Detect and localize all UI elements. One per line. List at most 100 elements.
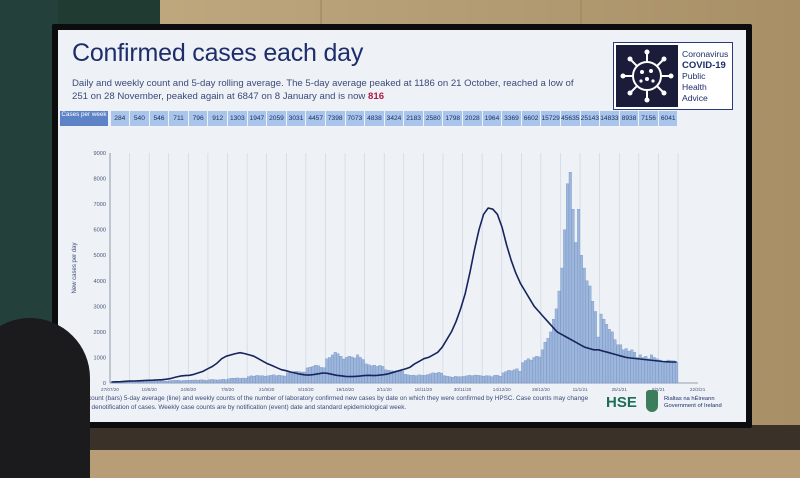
daily-bar bbox=[275, 375, 278, 384]
harp-icon bbox=[646, 390, 658, 412]
daily-bar bbox=[420, 375, 424, 384]
daily-bar bbox=[504, 371, 508, 384]
weekly-count-cell: 6041 bbox=[658, 111, 678, 126]
logo-line1: Coronavirus bbox=[682, 49, 729, 59]
daily-bar bbox=[263, 375, 267, 384]
daily-bar bbox=[470, 375, 474, 384]
daily-bar bbox=[493, 375, 497, 384]
daily-bar bbox=[610, 331, 614, 384]
logo-line2: COVID-19 bbox=[682, 60, 726, 71]
daily-bar bbox=[641, 357, 645, 384]
daily-bar bbox=[258, 375, 262, 384]
daily-bar bbox=[518, 371, 522, 384]
daily-bar bbox=[361, 359, 365, 384]
daily-bar bbox=[331, 354, 334, 384]
weekly-count-cell: 4838 bbox=[365, 111, 384, 126]
daily-bar bbox=[582, 267, 586, 384]
subtitle-current-value: 816 bbox=[368, 91, 385, 102]
daily-bar bbox=[482, 375, 485, 384]
daily-bar bbox=[163, 380, 166, 384]
daily-bar bbox=[261, 375, 264, 384]
daily-bar bbox=[406, 374, 410, 384]
daily-bar bbox=[238, 378, 242, 384]
weekly-count-cell: 45635 bbox=[560, 111, 580, 126]
weekly-count-cell: 3031 bbox=[286, 111, 306, 126]
x-tick-label: 7/9/20 bbox=[221, 387, 234, 392]
daily-bar bbox=[501, 372, 505, 384]
daily-bar bbox=[188, 380, 192, 384]
weekly-count-cell: 1964 bbox=[482, 111, 502, 126]
daily-bar bbox=[193, 379, 197, 384]
daily-bar bbox=[283, 375, 287, 384]
weekly-count-cell: 1947 bbox=[247, 111, 267, 126]
daily-bar bbox=[297, 371, 301, 384]
daily-bar bbox=[191, 379, 194, 384]
daily-bar bbox=[552, 318, 555, 384]
weekly-count-cell: 3369 bbox=[502, 111, 521, 126]
daily-bar bbox=[216, 379, 220, 384]
x-tick-label: 2/11/20 bbox=[377, 387, 392, 392]
daily-bar bbox=[521, 362, 525, 384]
footnote: Daily count (bars) 5-day average (line) … bbox=[72, 395, 589, 411]
daily-bar bbox=[627, 350, 631, 384]
hse-logo: HSE bbox=[606, 394, 637, 411]
daily-bar bbox=[498, 375, 502, 384]
daily-bar bbox=[608, 329, 611, 384]
daily-bar bbox=[146, 381, 150, 384]
daily-bar bbox=[269, 375, 273, 384]
daily-bar bbox=[638, 354, 642, 384]
daily-bar bbox=[409, 375, 413, 384]
daily-bar bbox=[622, 349, 625, 384]
presenter-silhouette bbox=[0, 318, 90, 478]
daily-bar bbox=[151, 380, 155, 384]
daily-bar bbox=[266, 375, 270, 384]
slide-title: Confirmed cases each day bbox=[72, 39, 364, 67]
daily-bar bbox=[649, 354, 653, 384]
daily-bar bbox=[526, 358, 530, 384]
daily-bar bbox=[624, 348, 628, 384]
daily-bar bbox=[247, 376, 250, 384]
x-tick-label: 24/8/20 bbox=[181, 387, 197, 392]
daily-bar bbox=[149, 381, 152, 384]
daily-bar bbox=[591, 301, 595, 384]
x-tick-label: 28/12/20 bbox=[532, 387, 550, 392]
daily-bar bbox=[557, 290, 561, 384]
weekly-count-cell: 2059 bbox=[267, 111, 286, 126]
y-tick-label: 2000 bbox=[94, 330, 106, 336]
daily-bar bbox=[487, 375, 491, 384]
weekly-count-cell: 1303 bbox=[228, 111, 247, 126]
x-tick-label: 8/2/21 bbox=[652, 387, 665, 392]
covid-logo: Coronavirus COVID-19 Public Health Advic… bbox=[613, 42, 733, 110]
daily-bar bbox=[280, 375, 284, 384]
government-logo-text: Rialtas na hÉireann Government of Irelan… bbox=[664, 396, 722, 410]
x-tick-label: 21/9/20 bbox=[259, 387, 275, 392]
daily-bar bbox=[224, 379, 228, 384]
daily-bar bbox=[230, 378, 234, 384]
daily-bar bbox=[543, 341, 547, 384]
subtitle-text: Daily and weekly count and 5-day rolling… bbox=[72, 78, 574, 102]
daily-bar bbox=[554, 308, 558, 384]
daily-bar bbox=[535, 356, 539, 384]
daily-bar bbox=[663, 361, 667, 384]
weekly-count-cell: 2028 bbox=[463, 111, 482, 126]
daily-bar bbox=[417, 374, 421, 384]
x-tick-label: 14/12/20 bbox=[493, 387, 511, 392]
daily-bar bbox=[655, 358, 659, 384]
daily-bar bbox=[389, 370, 393, 384]
weekly-count-cell: 6602 bbox=[521, 111, 541, 126]
daily-bar bbox=[588, 285, 592, 384]
y-tick-label: 0 bbox=[103, 381, 106, 387]
daily-bar bbox=[442, 375, 446, 384]
daily-bar bbox=[428, 373, 432, 384]
daily-bar bbox=[675, 361, 679, 384]
daily-bar bbox=[560, 267, 564, 384]
daily-bar bbox=[445, 375, 449, 384]
daily-bar bbox=[540, 349, 544, 384]
daily-bar bbox=[207, 379, 211, 384]
daily-bar bbox=[294, 371, 298, 384]
daily-bar bbox=[372, 364, 376, 384]
daily-bar bbox=[328, 357, 332, 384]
daily-bar bbox=[515, 368, 519, 384]
daily-bar bbox=[426, 374, 430, 384]
x-tick-label: 30/11/20 bbox=[454, 387, 472, 392]
